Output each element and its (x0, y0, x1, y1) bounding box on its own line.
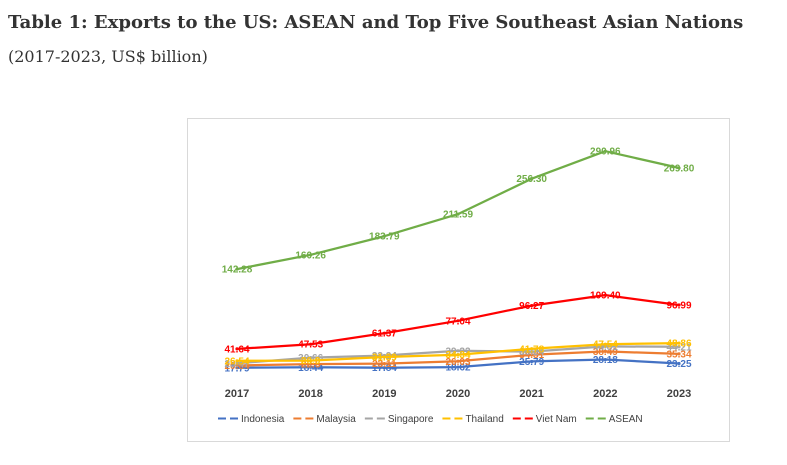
data-label-asean-2020: 211.59 (443, 210, 473, 221)
x-tick-label-2020: 2020 (446, 388, 470, 400)
data-label-malaysia-2021: 34.31 (519, 350, 544, 361)
data-point-asean-2023 (677, 166, 681, 170)
data-label-asean-2021: 256.30 (516, 174, 547, 185)
data-point-malaysia-2021 (530, 353, 534, 357)
data-point-thailand-2019 (382, 355, 386, 359)
data-point-viet-nam-2022 (603, 293, 607, 297)
data-label-malaysia-2018: 22.5 (301, 360, 321, 371)
data-point-asean-2022 (603, 149, 607, 153)
data-label-viet-nam-2018: 47.53 (298, 340, 323, 351)
line-chart: 17.79 18.44 17.84 18.62 25.79 28.18 23.25 20.64… (218, 147, 695, 425)
data-label-singapore-2022: 44.81 (593, 342, 618, 353)
data-label-malaysia-2023: 35.34 (666, 349, 691, 360)
data-label-indonesia-2022: 28.18 (593, 355, 618, 366)
data-point-malaysia-2019 (382, 361, 386, 366)
data-label-viet-nam-2021: 96.27 (519, 301, 544, 312)
page-title: Table 1: Exports to the US: ASEAN and To… (8, 12, 744, 33)
legend-label-malaysia: Malaysia (316, 414, 356, 425)
data-label-viet-nam-2020: 77.04 (445, 316, 470, 327)
data-point-indonesia-2023 (677, 361, 681, 366)
legend-label-singapore: Singapore (388, 414, 434, 425)
data-point-viet-nam-2020 (456, 319, 460, 323)
data-point-singapore-2023 (677, 345, 681, 349)
data-label-thailand-2022: 47.54 (593, 340, 618, 351)
data-label-indonesia-2021: 25.79 (519, 357, 544, 368)
chart-container: 17.79 18.44 17.84 18.62 25.79 28.18 23.25 20.64… (187, 118, 730, 442)
x-tick-label-2022: 2022 (593, 388, 617, 400)
data-label-asean-2022: 290.96 (590, 147, 621, 158)
data-label-viet-nam-2023: 96.99 (666, 300, 691, 311)
data-point-indonesia-2018 (309, 365, 313, 369)
data-label-thailand-2018: 26.9 (301, 356, 321, 367)
data-point-singapore-2017 (235, 361, 239, 365)
data-point-indonesia-2021 (530, 359, 534, 364)
data-point-thailand-2017 (235, 359, 239, 363)
data-label-thailand-2020: 34.34 (445, 350, 470, 361)
data-point-indonesia-2019 (382, 366, 386, 370)
data-label-thailand-2019: 31.39 (372, 353, 397, 364)
x-tick-label-2018: 2018 (298, 388, 322, 400)
data-point-malaysia-2020 (456, 359, 460, 363)
page-subtitle: (2017-2023, US$ billion) (8, 47, 208, 66)
data-point-thailand-2022 (603, 342, 607, 346)
data-point-singapore-2020 (456, 349, 460, 353)
data-point-malaysia-2018 (309, 362, 313, 366)
legend-label-thailand: Thailand (465, 414, 503, 425)
data-point-thailand-2020 (456, 353, 460, 357)
data-label-singapore-2017: 23.47 (224, 359, 249, 370)
data-label-singapore-2020: 39.22 (445, 346, 470, 357)
data-label-asean-2017: 142.28 (222, 265, 253, 276)
data-point-thailand-2021 (530, 347, 534, 351)
data-label-malaysia-2020: 26.03 (445, 357, 470, 368)
data-point-viet-nam-2023 (677, 303, 681, 307)
data-point-viet-nam-2018 (309, 342, 313, 346)
data-label-thailand-2023: 48.86 (666, 339, 691, 350)
legend-label-asean: ASEAN (609, 414, 643, 425)
data-label-viet-nam-2022: 109.40 (590, 291, 621, 302)
data-point-viet-nam-2019 (382, 331, 386, 335)
data-point-viet-nam-2017 (235, 347, 239, 351)
data-point-indonesia-2022 (603, 357, 607, 362)
data-point-asean-2021 (530, 177, 534, 181)
data-label-indonesia-2023: 23.25 (666, 359, 691, 370)
data-label-viet-nam-2019: 61.37 (372, 329, 397, 340)
data-label-indonesia-2020: 18.62 (445, 363, 470, 374)
data-label-singapore-2023: 44.21 (666, 342, 691, 353)
data-point-asean-2017 (235, 267, 239, 271)
data-label-singapore-2021: 38.24 (519, 347, 544, 358)
data-point-indonesia-2017 (235, 366, 239, 370)
data-label-asean-2018: 160.26 (295, 250, 326, 261)
x-tick-label-2019: 2019 (372, 388, 396, 400)
data-label-indonesia-2017: 17.79 (224, 363, 249, 374)
x-tick-label-2021: 2021 (519, 388, 543, 400)
data-label-malaysia-2017: 20.64 (224, 361, 249, 372)
data-point-asean-2019 (382, 234, 386, 238)
data-label-asean-2023: 269.80 (664, 163, 695, 174)
data-point-malaysia-2017 (235, 363, 239, 368)
data-point-malaysia-2022 (603, 349, 607, 353)
data-point-malaysia-2023 (677, 352, 681, 356)
data-label-indonesia-2018: 18.44 (298, 363, 323, 374)
data-label-malaysia-2019: 23.11 (372, 359, 397, 370)
data-point-thailand-2018 (309, 358, 313, 363)
legend-label-indonesia: Indonesia (241, 414, 285, 425)
x-tick-label-2023: 2023 (667, 388, 691, 400)
data-point-singapore-2018 (309, 355, 313, 360)
data-label-viet-nam-2017: 41.64 (224, 344, 249, 355)
x-tick-label-2017: 2017 (225, 388, 249, 400)
data-point-indonesia-2020 (456, 365, 460, 369)
data-point-singapore-2021 (530, 349, 534, 354)
data-point-asean-2020 (456, 212, 460, 216)
data-label-thailand-2021: 41.78 (519, 344, 544, 355)
data-label-malaysia-2022: 38.49 (593, 347, 618, 358)
data-label-singapore-2018: 30.66 (298, 353, 323, 364)
data-label-asean-2019: 183.79 (369, 232, 400, 243)
data-point-viet-nam-2021 (530, 303, 534, 308)
data-label-thailand-2017: 26.54 (224, 356, 249, 367)
legend-label-viet-nam: Viet Nam (536, 414, 577, 425)
data-label-indonesia-2019: 17.84 (372, 363, 397, 374)
data-point-thailand-2023 (677, 341, 681, 345)
data-point-asean-2018 (309, 253, 313, 257)
